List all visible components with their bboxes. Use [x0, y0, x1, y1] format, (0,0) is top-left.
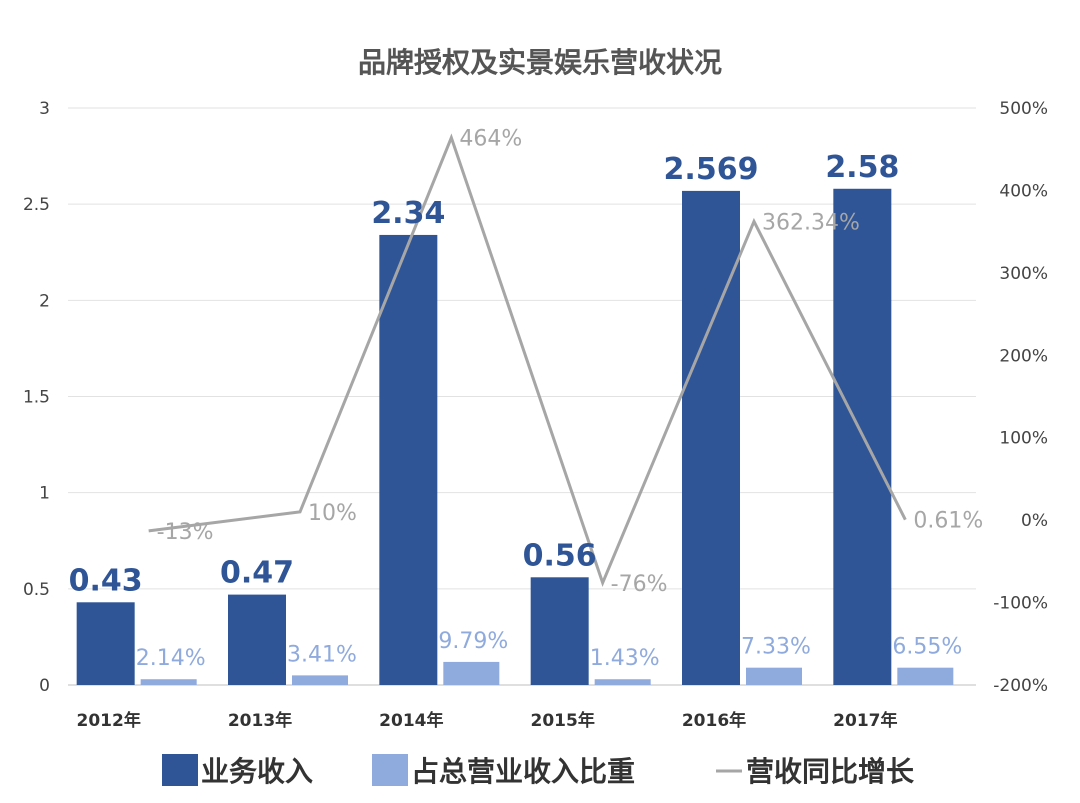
revenue-data-label: 0.43	[69, 563, 143, 598]
legend-swatch-revenue	[162, 754, 198, 786]
left-axis-tick-label: 0.5	[23, 580, 50, 600]
left-axis-tick-label: 0	[39, 676, 50, 696]
growth-data-label: 0.61%	[913, 509, 983, 534]
x-category-label: 2016年	[682, 710, 746, 731]
share-bar	[746, 667, 802, 685]
growth-data-label: 464%	[459, 127, 522, 152]
legend-swatch-share	[372, 754, 408, 786]
chart-title: 品牌授权及实景娱乐营收状况	[358, 46, 722, 79]
left-axis-tick-label: 1	[39, 484, 50, 504]
left-axis-tick-label: 2	[39, 291, 50, 311]
x-category-label: 2013年	[228, 710, 292, 731]
legend-label-revenue: 业务收入	[201, 755, 313, 788]
right-axis-tick-label: -100%	[993, 594, 1048, 614]
share-data-label: 7.33%	[741, 635, 811, 660]
share-bar	[897, 667, 954, 685]
right-axis-ticks: -200% -100% 0% 100% 200% 300% 400% 500%	[993, 99, 1048, 696]
growth-data-label: 362.34%	[762, 210, 860, 235]
x-category-label: 2012年	[77, 710, 141, 731]
right-axis-tick-label: 100%	[999, 429, 1048, 449]
growth-line-series	[148, 133, 907, 588]
legend-label-growth: 营收同比增长	[746, 755, 914, 788]
share-bar	[140, 679, 197, 685]
share-data-label: 3.41%	[287, 642, 357, 667]
left-axis-tick-label: 1.5	[23, 388, 50, 408]
left-axis-ticks: 0 0.5 1 1.5 2 2.5 3	[23, 99, 50, 696]
revenue-data-label: 2.58	[825, 150, 899, 185]
revenue-bar	[379, 234, 438, 685]
revenue-data-label: 2.569	[664, 152, 759, 187]
growth-data-label: 10%	[308, 501, 357, 526]
share-data-label: 9.79%	[438, 629, 508, 654]
right-axis-tick-label: 500%	[999, 99, 1048, 119]
share-data-label: 2.14%	[136, 646, 206, 671]
left-axis-tick-label: 2.5	[23, 195, 50, 215]
legend-label-share: 占总营业收入比重	[411, 755, 635, 788]
left-axis-tick-label: 3	[39, 99, 50, 119]
legend: 业务收入 占总营业收入比重 营收同比增长	[162, 754, 914, 788]
share-bar	[443, 661, 500, 685]
x-axis-categories: 2012年 2013年 2014年 2015年 2016年 2017年	[77, 710, 898, 731]
revenue-bar	[228, 594, 286, 685]
gridlines	[68, 107, 976, 686]
right-axis-tick-label: 400%	[999, 181, 1048, 201]
share-bar	[594, 679, 651, 685]
x-category-label: 2015年	[531, 710, 595, 731]
bar-series	[76, 188, 954, 685]
share-data-label: 6.55%	[892, 635, 962, 660]
right-axis-tick-label: -200%	[993, 676, 1048, 696]
right-axis-tick-label: 300%	[999, 264, 1048, 284]
growth-line	[148, 133, 907, 588]
revenue-bar	[76, 602, 135, 685]
x-category-label: 2014年	[379, 710, 443, 731]
revenue-data-label: 2.34	[371, 196, 445, 231]
growth-data-label: -76%	[611, 572, 668, 597]
revenue-data-label: 0.47	[220, 556, 294, 591]
revenue-data-label: 0.56	[523, 538, 597, 573]
growth-data-label: -13%	[157, 520, 214, 545]
revenue-bar	[530, 577, 589, 685]
x-category-label: 2017年	[833, 710, 897, 731]
revenue-bar	[682, 190, 740, 685]
share-bar	[292, 675, 348, 685]
data-labels: 0.43 2.14% 0.47 3.41% 2.34 9.79% 0.56 1.43% 2.56…	[69, 127, 984, 672]
share-data-label: 1.43%	[590, 646, 660, 671]
right-axis-tick-label: 0%	[1021, 511, 1048, 531]
right-axis-tick-label: 200%	[999, 346, 1048, 366]
